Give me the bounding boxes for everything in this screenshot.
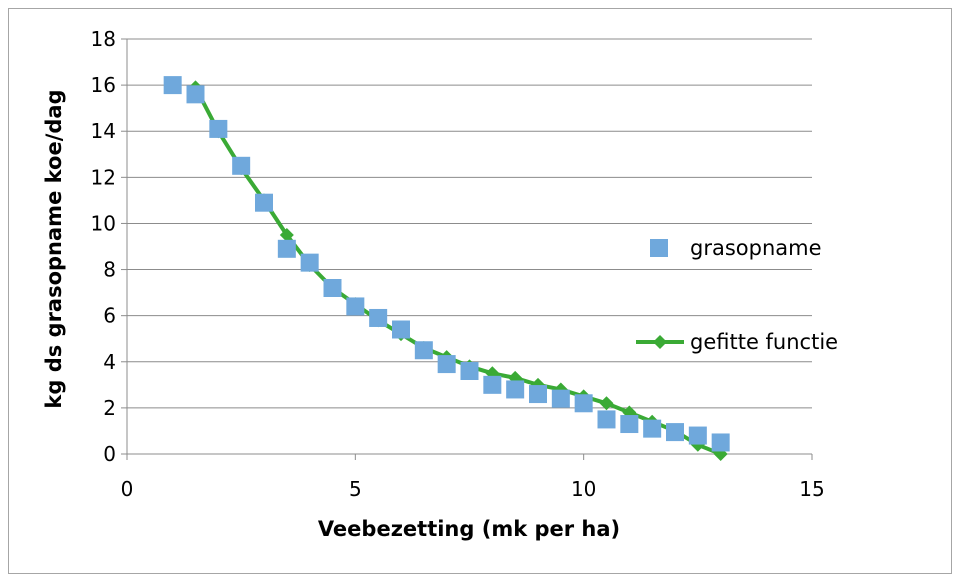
x-axis-title: Veebezetting (mk per ha) (318, 517, 620, 541)
data-point (277, 239, 296, 258)
data-point (574, 394, 593, 413)
legend-diamond (653, 335, 667, 349)
y-tick-label: 6 (103, 304, 116, 328)
fit-point (599, 396, 614, 411)
data-point (255, 193, 273, 212)
fit-line (193, 86, 722, 456)
legend-marker-grasopname (650, 239, 668, 257)
grid-layer (127, 38, 812, 409)
y-axis-title: kg ds grasopname koe/dag (42, 89, 66, 408)
y-tick-label: 10 (91, 211, 116, 235)
y-tick-label: 16 (91, 73, 116, 97)
y-tick-label: 18 (91, 27, 116, 51)
y-tick-label: 12 (91, 165, 116, 189)
data-point (688, 426, 707, 445)
data-point (437, 355, 456, 374)
y-tick-label: 2 (103, 396, 116, 420)
data-point (711, 433, 730, 452)
x-tick-label: 10 (571, 477, 596, 501)
data-point (414, 341, 433, 360)
data-point (209, 119, 228, 138)
legend: grasopname gefitte functie (636, 236, 838, 354)
data-point (186, 85, 205, 104)
data-point (346, 297, 365, 316)
data-point (392, 320, 410, 339)
y-tick-label: 8 (103, 258, 116, 282)
y-tick-label: 4 (103, 350, 116, 374)
data-point (643, 419, 662, 438)
data-point (460, 362, 479, 380)
data-point (666, 423, 684, 442)
data-point (323, 279, 342, 297)
data-point (483, 375, 502, 394)
data-point (506, 380, 525, 399)
data-point (529, 385, 547, 404)
data-point (597, 410, 616, 429)
chart-frame (8, 8, 952, 574)
legend-label: grasopname (690, 236, 822, 260)
fit-point (279, 227, 294, 242)
legend-label: gefitte functie (690, 330, 838, 354)
x-tick-label: 5 (349, 477, 362, 501)
data-point (620, 415, 639, 434)
series-layer (163, 76, 730, 461)
y-tick-label: 14 (91, 119, 116, 143)
x-tick-label: 15 (799, 477, 824, 501)
data-point (551, 389, 570, 408)
data-point (300, 253, 319, 272)
data-point (232, 156, 251, 175)
data-point (163, 76, 182, 95)
axis-layer: 0 2 4 6 8 10 12 14 16 18 0 5 10 15 (91, 27, 825, 501)
y-tick-label: 0 (103, 442, 116, 466)
data-point (369, 308, 388, 327)
x-tick-label: 0 (121, 477, 134, 501)
